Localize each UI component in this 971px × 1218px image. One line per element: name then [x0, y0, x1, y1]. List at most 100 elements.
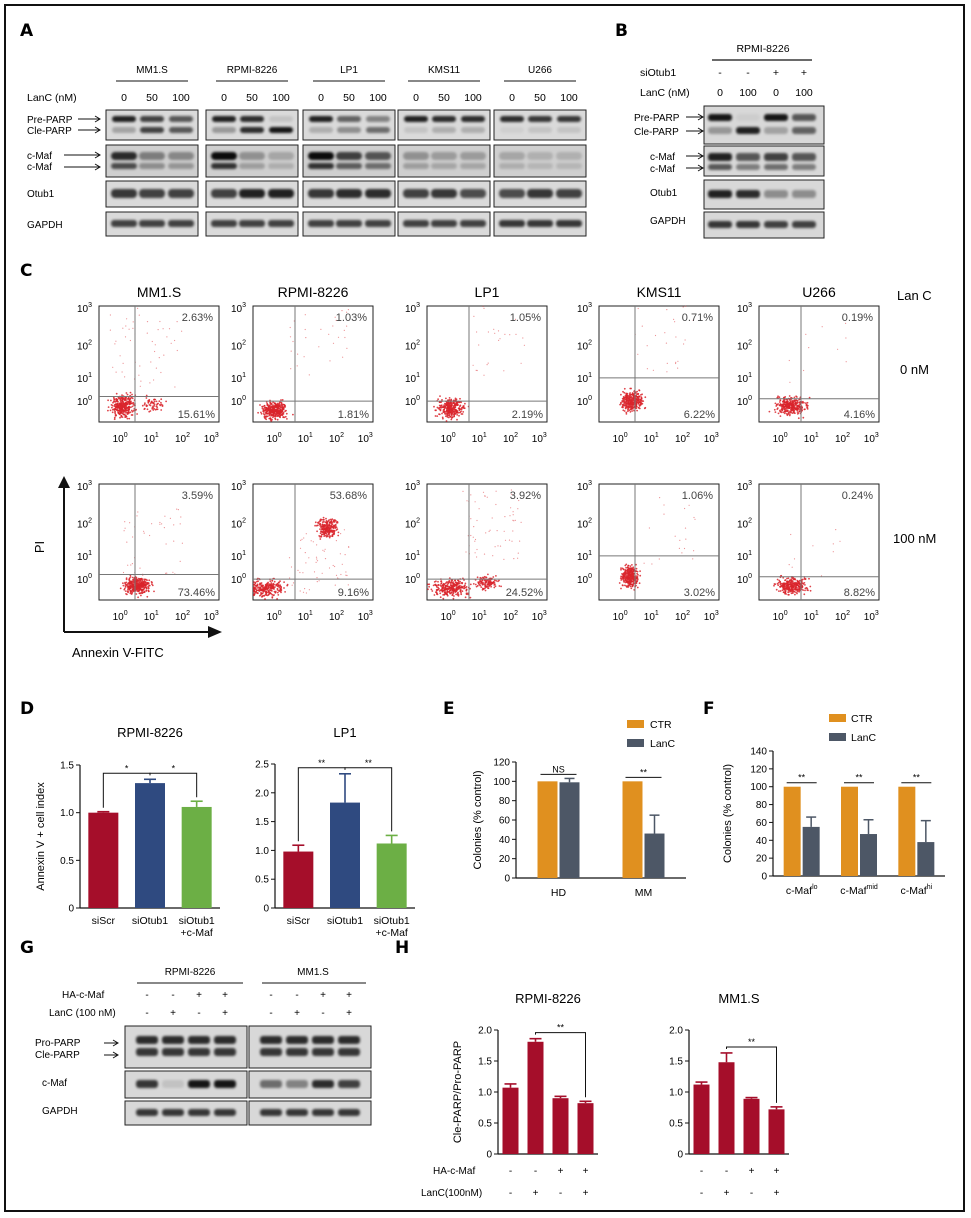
panel-c-cell-line-title: U266	[802, 284, 836, 300]
event-dot	[445, 593, 448, 595]
panel-c-lower-right-percent: 3.02%	[684, 587, 715, 599]
event-dot	[308, 589, 310, 591]
panel-g-band	[188, 1048, 210, 1056]
event-dot	[137, 511, 139, 513]
event-dot	[266, 412, 269, 415]
panel-h-ha-value: +	[583, 1166, 589, 1177]
panel-h-lanc-value: +	[774, 1188, 780, 1199]
event-dot	[456, 589, 458, 592]
event-dot	[114, 401, 117, 403]
event-dot	[474, 552, 476, 554]
event-dot	[490, 581, 492, 584]
panel-b-siotub-value: +	[801, 67, 807, 79]
event-dot	[145, 397, 148, 399]
event-dot	[462, 405, 465, 408]
event-dot	[113, 398, 116, 401]
event-dot	[126, 411, 129, 414]
event-dot	[452, 591, 455, 593]
event-dot	[644, 406, 647, 409]
event-dot	[328, 521, 331, 524]
event-dot	[774, 411, 777, 413]
event-dot	[129, 590, 132, 592]
event-dot	[328, 333, 330, 335]
panel-a-band	[169, 127, 193, 133]
chart-ytick-label: 0	[504, 874, 510, 885]
event-dot	[265, 591, 268, 594]
chart-ytick-label: 140	[750, 747, 767, 758]
event-dot	[449, 406, 452, 408]
event-dot	[328, 530, 331, 533]
event-dot	[337, 531, 340, 534]
panel-c-upper-right-percent: 0.19%	[842, 312, 873, 324]
panel-f-legend: CTR LanC	[829, 713, 877, 744]
panel-c-xtick-label: 102	[835, 610, 850, 623]
event-dot	[486, 364, 488, 366]
event-dot	[625, 413, 628, 415]
event-dot	[299, 571, 301, 574]
event-dot	[264, 593, 267, 596]
event-dot	[474, 583, 477, 586]
event-dot	[169, 517, 171, 520]
event-dot	[299, 590, 301, 592]
event-dot	[493, 328, 495, 330]
event-dot	[779, 590, 782, 592]
event-dot	[804, 584, 806, 586]
event-dot	[126, 417, 129, 420]
event-dot	[797, 580, 800, 583]
event-dot	[147, 585, 150, 588]
panel-b-band	[792, 164, 816, 170]
panel-c-ytick-label: 101	[231, 550, 246, 563]
event-dot	[663, 513, 665, 515]
event-dot	[262, 587, 264, 589]
event-dot	[161, 523, 163, 525]
event-dot	[114, 411, 116, 413]
event-dot	[510, 493, 513, 495]
event-dot	[442, 583, 445, 586]
event-dot	[450, 402, 453, 404]
event-dot	[117, 396, 120, 399]
event-dot	[798, 410, 801, 413]
panel-c-lower-right-percent: 6.22%	[684, 409, 715, 421]
event-dot	[790, 402, 793, 404]
event-dot	[274, 418, 277, 421]
panel-c-xtick-label: 101	[644, 610, 659, 623]
event-dot	[146, 405, 149, 407]
event-dot	[500, 585, 502, 588]
event-dot	[514, 318, 517, 320]
event-dot	[127, 590, 129, 592]
event-dot	[488, 585, 490, 588]
event-dot	[324, 548, 326, 550]
event-dot	[122, 584, 125, 587]
event-dot	[270, 410, 273, 412]
event-dot	[780, 574, 783, 577]
event-dot	[685, 538, 687, 540]
chart-ytick-label: 60	[499, 816, 511, 827]
event-dot	[625, 405, 628, 408]
panel-c-event-dots	[257, 309, 349, 422]
chart-sig-label: *	[125, 763, 129, 773]
panel-a-dose-label: 50	[438, 92, 450, 104]
panel-c-xtick-label: 103	[532, 610, 547, 623]
event-dot	[664, 332, 666, 334]
event-dot	[675, 336, 677, 338]
event-dot	[121, 397, 124, 400]
event-dot	[318, 535, 321, 537]
event-dot	[639, 398, 641, 401]
event-dot	[793, 399, 796, 402]
event-dot	[129, 585, 132, 587]
event-dot	[143, 407, 146, 410]
event-dot	[620, 567, 622, 569]
panel-a-dose-label: 100	[369, 92, 387, 104]
event-dot	[627, 564, 630, 567]
event-dot	[790, 592, 793, 595]
panel-b-lanc-value: 0	[717, 87, 723, 99]
panel-f-legend-lanc: LanC	[851, 732, 877, 744]
event-dot	[483, 553, 486, 555]
event-dot	[453, 583, 456, 586]
event-dot	[113, 418, 116, 421]
event-dot	[681, 552, 683, 554]
event-dot	[632, 584, 635, 586]
event-dot	[127, 411, 130, 413]
event-dot	[624, 564, 627, 567]
